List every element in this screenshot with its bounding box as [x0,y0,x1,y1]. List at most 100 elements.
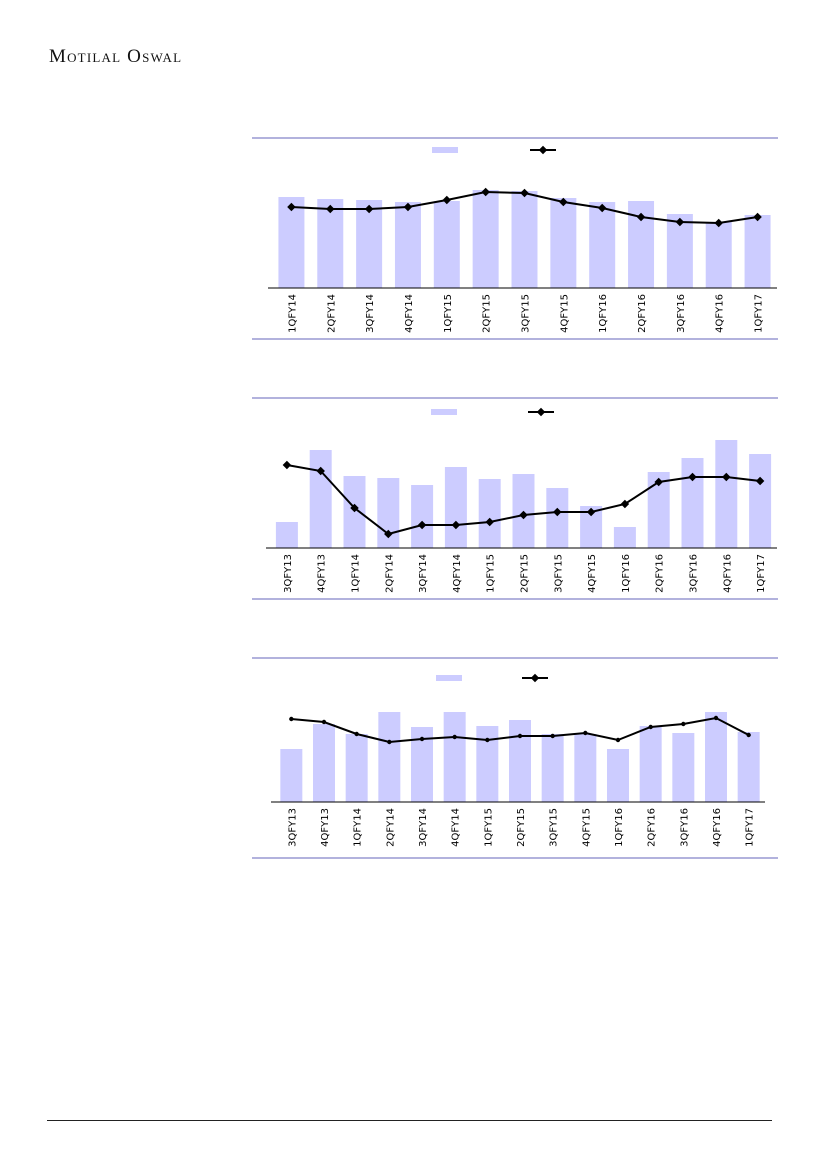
line-point [559,197,568,207]
bar [749,454,772,548]
line-point [755,476,765,486]
line-point [321,719,327,725]
bar [433,201,460,288]
line-point [451,520,461,530]
bar [705,222,732,288]
bar [705,712,727,802]
line-point [387,739,392,745]
legend-bar-swatch [432,147,458,153]
x-tick-label: 1QFY15 [443,294,454,333]
bar [356,200,383,288]
x-tick-label: 4QFY14 [451,808,462,847]
line-point [675,217,685,227]
bar [476,726,499,802]
line-point [713,715,719,721]
bar [411,727,433,802]
x-tick-label: 1QFY14 [353,808,364,847]
bar [744,215,771,288]
x-tick-label: 4QFY13 [320,808,331,847]
line-point [517,733,523,739]
bar [589,202,616,288]
x-tick-label: 2QFY14 [326,294,337,333]
line-point [654,477,663,487]
line-point [442,195,452,205]
line-point [289,716,294,722]
x-tick-label: 1QFY17 [756,554,767,593]
bar [607,749,629,802]
bar [443,712,466,802]
bar [672,733,695,802]
x-tick-label: 4QFY15 [587,554,598,593]
x-tick-label: 1QFY16 [598,294,609,333]
bar [345,734,368,802]
x-tick-label: 4QFY16 [712,808,723,847]
x-tick-label: 3QFY14 [418,554,429,593]
bar [681,458,704,548]
chart-2: 3QFY13 4QFY13 1QFY14 2QFY14 3QFY14 4QFY14 1QFY… [252,397,778,600]
bar [478,479,501,548]
chart-3: 3QFY13 4QFY13 1QFY14 2QFY14 3QFY14 4QFY14 1QFY… [252,657,778,859]
bar [317,199,344,288]
x-tick-label: 1QFY15 [483,808,494,847]
line-point [681,721,686,727]
bar [444,467,467,548]
x-tick-label: 3QFY16 [689,554,700,593]
footer-rule [47,1120,772,1121]
legend-bar-swatch [431,409,457,415]
bar [574,734,597,802]
x-tick-label: 1QFY16 [621,554,632,593]
bar [511,191,538,288]
x-tick-label: 1QFY15 [486,554,497,593]
line-point [753,212,762,222]
bar [472,190,499,288]
x-tick-label: 3QFY15 [549,808,560,847]
line-point [485,737,490,743]
x-tick-label: 2QFY15 [520,554,531,593]
line-point [364,204,374,214]
x-tick-label: 1QFY16 [614,808,625,847]
x-tick-label: 4QFY16 [715,294,726,333]
x-tick-label: 4QFY15 [581,808,592,847]
chart-1: 1QFY14 2QFY14 3QFY14 4QFY14 1QFY15 2QFY15 3QFY… [252,137,778,340]
bar [280,749,303,802]
bar [313,724,335,802]
x-tick-label: 3QFY16 [679,808,690,847]
bar [541,734,564,802]
bar [378,712,401,802]
legend-marker [530,673,540,683]
x-tick-label: 2QFY14 [385,808,396,847]
x-tick-label: 3QFY14 [418,808,429,847]
line-point [403,202,413,212]
line-point [583,730,588,736]
line-point [586,507,596,517]
x-tick-label: 2QFY14 [384,554,395,593]
x-tick-label: 4QFY16 [722,554,733,593]
bar [309,450,332,548]
legend-marker [538,145,548,155]
line-point [620,499,630,509]
x-tick-label: 3QFY15 [521,294,532,333]
line-point [550,733,555,739]
line-point [419,736,425,742]
bar [411,485,434,548]
x-tick-label: 3QFY15 [553,554,564,593]
x-tick-label: 4QFY15 [559,294,570,333]
bar [278,197,305,288]
x-tick-label: 3QFY13 [287,808,298,847]
line-point [316,466,325,476]
x-tick-label: 1QFY17 [754,294,765,333]
line-point [615,737,621,743]
line-point [688,472,697,482]
legend-marker [536,407,546,417]
x-tick-label: 3QFY16 [676,294,687,333]
bar [546,488,569,548]
bar [639,726,662,802]
x-tick-label: 4QFY14 [404,294,415,333]
legend-bar-swatch [436,675,462,681]
x-tick-label: 2QFY16 [647,808,658,847]
line-point [452,734,457,740]
x-tick-label: 2QFY16 [655,554,666,593]
bar [580,506,603,548]
x-tick-label: 1QFY17 [745,808,756,847]
bar [647,472,670,548]
